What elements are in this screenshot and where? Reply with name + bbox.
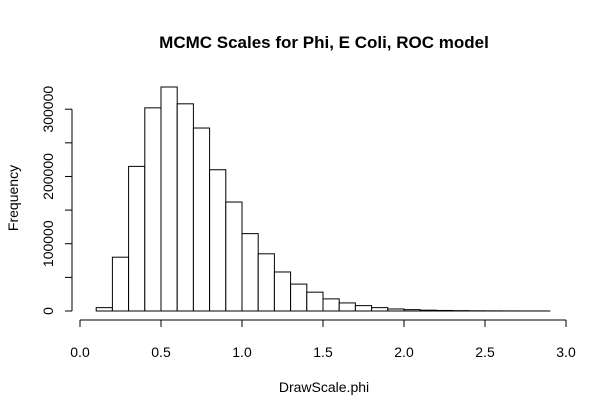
y-tick-label: 300000 xyxy=(40,86,56,133)
x-axis-label: DrawScale.phi xyxy=(279,379,369,395)
bars-group xyxy=(95,86,551,312)
histogram-bar xyxy=(111,256,130,312)
y-axis: 0 100000 200000 300000 xyxy=(40,86,73,315)
histogram-bar xyxy=(241,233,259,312)
histogram-bar xyxy=(192,127,211,312)
histogram-bar xyxy=(290,283,308,312)
histogram-bar xyxy=(306,291,324,312)
histogram-bar xyxy=(371,307,389,312)
x-tick-label: 0.0 xyxy=(70,344,90,360)
y-axis-label: Frequency xyxy=(5,165,21,231)
histogram-bar xyxy=(209,169,227,312)
histogram-bar xyxy=(273,271,292,312)
histogram-bar xyxy=(257,253,275,312)
histogram-bar xyxy=(176,103,194,312)
chart-title: MCMC Scales for Phi, E Coli, ROC model xyxy=(159,33,489,52)
x-tick-label: 2.0 xyxy=(394,344,414,360)
histogram-bar xyxy=(387,308,405,312)
x-tick-label: 2.5 xyxy=(475,344,495,360)
x-tick-label: 0.5 xyxy=(151,344,171,360)
histogram-bar xyxy=(225,201,243,312)
x-tick-label: 1.0 xyxy=(232,344,252,360)
histogram-bar xyxy=(95,307,113,312)
x-axis: 0.0 0.5 1.0 1.5 2.0 2.5 3.0 xyxy=(70,319,576,360)
y-tick-label: 100000 xyxy=(40,220,56,267)
histogram-bar xyxy=(419,309,437,312)
histogram-bar xyxy=(160,86,178,312)
histogram-bar xyxy=(354,305,373,312)
y-tick-label: 0 xyxy=(40,307,56,315)
histogram-bar xyxy=(144,107,162,312)
histogram-bar xyxy=(435,309,454,312)
y-tick-label: 200000 xyxy=(40,153,56,200)
histogram-bar xyxy=(128,165,146,312)
x-tick-label: 1.5 xyxy=(313,344,333,360)
histogram-bar xyxy=(322,298,340,312)
histogram-bar xyxy=(338,302,356,312)
x-tick-label: 3.0 xyxy=(556,344,576,360)
histogram-bar xyxy=(403,309,421,312)
